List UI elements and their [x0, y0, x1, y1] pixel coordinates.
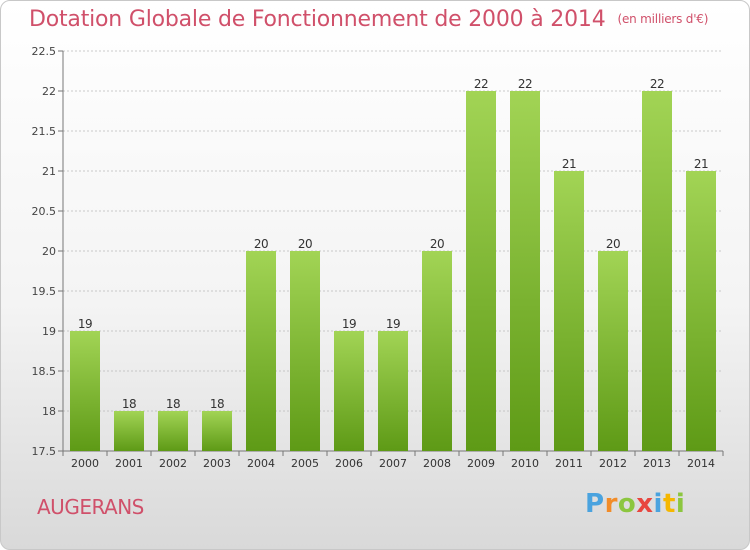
bar-2009: [466, 91, 496, 451]
y-tick-label: 19: [42, 325, 56, 338]
data-label: 20: [606, 237, 620, 251]
y-tick-label: 21: [42, 165, 56, 178]
data-label: 19: [78, 317, 92, 331]
x-tick-label: 2004: [247, 457, 275, 470]
data-labels: 19 18 18 18 20 20 19 19 20 22 22 21 20 22 21: [78, 77, 709, 411]
x-tick-label: 2014: [687, 457, 715, 470]
x-tick-label: 2012: [599, 457, 627, 470]
bar-2014: [686, 171, 716, 451]
y-tick-label: 22.5: [32, 45, 57, 58]
data-label: 19: [342, 317, 356, 331]
y-tick-label: 17.5: [32, 445, 57, 458]
data-label: 22: [518, 77, 532, 91]
bar-2003: [202, 411, 232, 451]
data-label: 21: [562, 157, 576, 171]
y-tick-label: 22: [42, 85, 56, 98]
bar-2000: [70, 331, 100, 451]
y-tick-label: 20: [42, 245, 56, 258]
data-label: 20: [430, 237, 444, 251]
x-tick-label: 2008: [423, 457, 451, 470]
bar-2010: [510, 91, 540, 451]
x-tick-label: 2009: [467, 457, 495, 470]
bar-2001: [114, 411, 144, 451]
bar-2012: [598, 251, 628, 451]
x-tick-label: 2001: [115, 457, 143, 470]
x-tick-label: 2013: [643, 457, 671, 470]
data-label: 22: [474, 77, 488, 91]
x-tick-label: 2006: [335, 457, 363, 470]
y-tick-label: 19.5: [32, 285, 57, 298]
data-label: 19: [386, 317, 400, 331]
bar-2002: [158, 411, 188, 451]
x-tick-labels: 2000 2001 2002 2003 2004 2005 2006 2007 2008 2009…: [71, 457, 715, 470]
proxiti-logo: Proxiti: [585, 489, 686, 519]
y-tick-label: 20.5: [32, 205, 57, 218]
bar-2008: [422, 251, 452, 451]
bar-2004: [246, 251, 276, 451]
data-label: 18: [166, 397, 180, 411]
data-label: 18: [122, 397, 136, 411]
data-label: 20: [254, 237, 268, 251]
bar-2007: [378, 331, 408, 451]
chart-unit: (en milliers d'€): [617, 12, 709, 26]
chart-title-text: Dotation Globale de Fonctionnement de 20…: [29, 7, 606, 32]
x-tick-label: 2011: [555, 457, 583, 470]
bar-2005: [290, 251, 320, 451]
y-tick-labels: 17.5 18 18.5 19 19.5 20 20.5 21 21.5 22 22.5: [32, 45, 57, 458]
data-label: 21: [694, 157, 708, 171]
y-tick-label: 18.5: [32, 365, 57, 378]
x-tick-label: 2007: [379, 457, 407, 470]
data-label: 22: [650, 77, 664, 91]
commune-name: AUGERANS: [37, 495, 144, 519]
bar-2006: [334, 331, 364, 451]
x-tick-label: 2010: [511, 457, 539, 470]
bars: [70, 91, 716, 451]
y-tick-label: 21.5: [32, 125, 57, 138]
y-tick-label: 18: [42, 405, 56, 418]
bar-2013: [642, 91, 672, 451]
chart-title: Dotation Globale de Fonctionnement de 20…: [29, 7, 708, 32]
x-tick-label: 2005: [291, 457, 319, 470]
x-tick-label: 2003: [203, 457, 231, 470]
x-tick-label: 2000: [71, 457, 99, 470]
data-label: 20: [298, 237, 312, 251]
bar-2011: [554, 171, 584, 451]
data-label: 18: [210, 397, 224, 411]
x-tick-label: 2002: [159, 457, 187, 470]
